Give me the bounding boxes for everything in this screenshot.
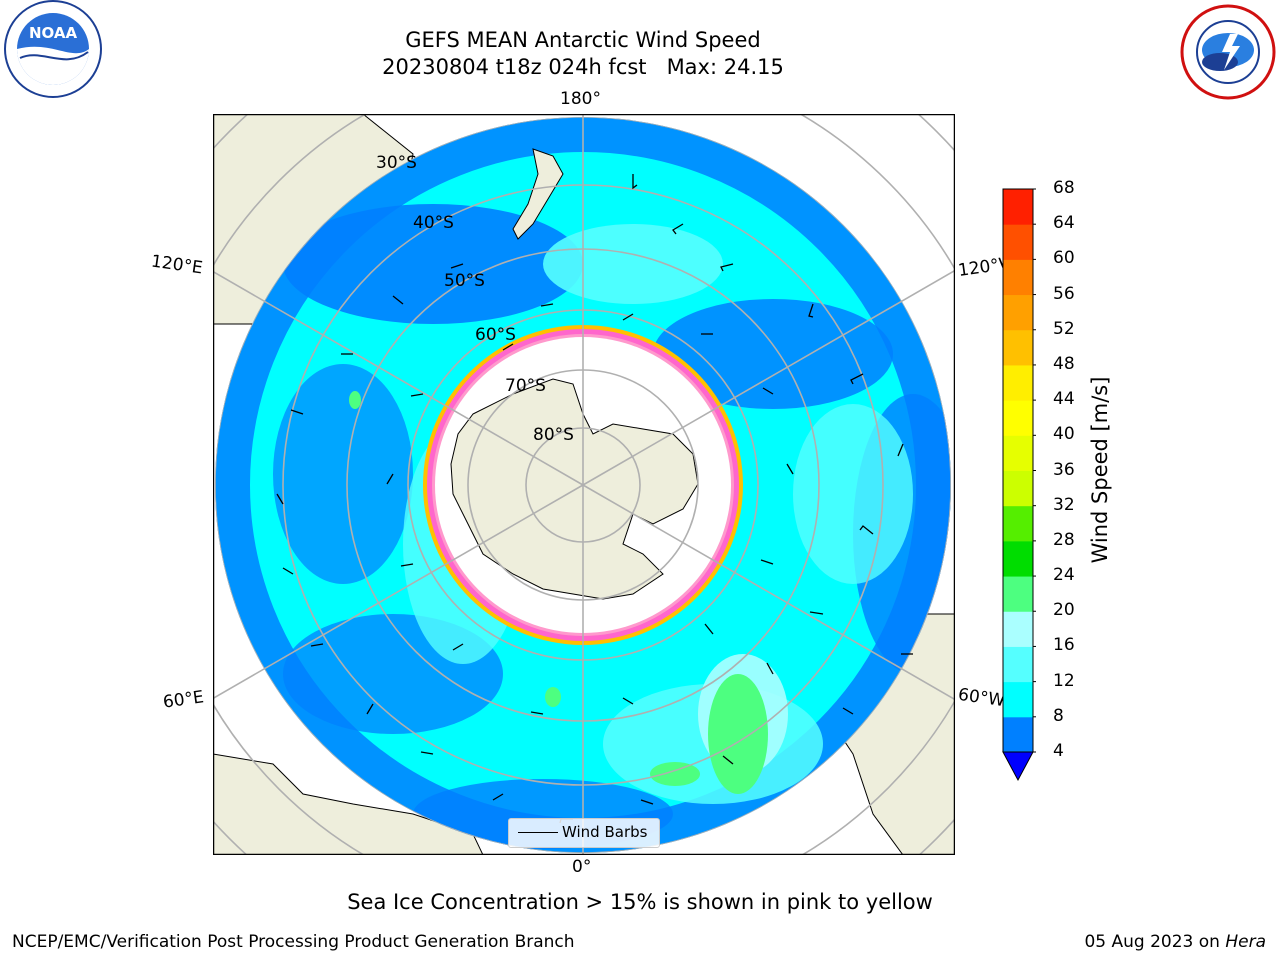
lat-label-60s: 60°S: [475, 325, 516, 345]
colorbar: [1002, 188, 1036, 782]
wind-maximum-area: [708, 674, 768, 794]
colorbar-segment: [1003, 329, 1033, 366]
colorbar-extend-arrow: [1002, 751, 1034, 782]
lon-label-120e: 120°E: [149, 251, 204, 279]
colorbar-tick-label: 16: [1053, 635, 1075, 656]
colorbar-segment: [1003, 224, 1033, 260]
colorbar-tick-label: 48: [1053, 353, 1075, 374]
lat-label-50s: 50°S: [444, 271, 485, 291]
colorbar-tick-label: 28: [1053, 529, 1075, 550]
colorbar-segment: [1003, 189, 1033, 225]
lat-label-30s: 30°S: [376, 153, 417, 173]
colorbar-segment: [1003, 400, 1033, 436]
colorbar-tick-label: 64: [1053, 213, 1075, 234]
lat-label-40s: 40°S: [413, 213, 454, 233]
colorbar-tick-label: 24: [1053, 565, 1075, 586]
chart-title: GEFS MEAN Antarctic Wind Speed: [405, 28, 761, 52]
colorbar-tick-label: 20: [1053, 600, 1075, 621]
colorbar-tick-label: 56: [1053, 283, 1075, 304]
colorbar-tick-label: 12: [1053, 670, 1075, 691]
colorbar-segment: [1003, 294, 1033, 331]
colorbar-tick-label: 52: [1053, 318, 1075, 339]
colorbar-segment: [1003, 611, 1033, 647]
sea-ice-note: Sea Ice Concentration > 15% is shown in …: [347, 890, 933, 914]
colorbar-segment: [1003, 435, 1033, 471]
nws-logo: [1180, 4, 1276, 100]
colorbar-tick-label: 68: [1053, 178, 1075, 198]
colorbar-segment: [1003, 505, 1033, 542]
footer-machine: Hera: [1225, 932, 1266, 952]
antarctic-wind-map: [213, 114, 955, 855]
colorbar-segment: [1003, 259, 1033, 296]
wind-barbs: [276, 174, 913, 824]
noaa-logo-text: NOAA: [29, 24, 78, 42]
footer-credit: NCEP/EMC/Verification Post Processing Pr…: [12, 932, 575, 952]
colorbar-segment: [1003, 646, 1033, 683]
footer-date: 05 Aug 2023 on Hera: [1084, 932, 1266, 952]
colorbar-tick-label: 4: [1053, 741, 1064, 761]
colorbar-tick-label: 44: [1053, 389, 1075, 410]
colorbar-tick-label: 8: [1053, 705, 1064, 726]
colorbar-tick-label: 60: [1053, 248, 1075, 269]
noaa-logo: NOAA: [4, 0, 102, 98]
colorbar-segment: [1003, 470, 1033, 507]
chart-subtitle: 20230804 t18z 024h fcst Max: 24.15: [382, 55, 784, 79]
colorbar-segment: [1003, 364, 1033, 401]
colorbar-tick-label: 40: [1053, 424, 1075, 445]
colorbar-segment: [1003, 681, 1033, 718]
colorbar-segment: [1003, 540, 1033, 577]
colorbar-segment: [1003, 716, 1033, 753]
lon-label-180: 180°: [560, 89, 601, 109]
wind-barb-legend-line: [518, 832, 558, 833]
lon-label-60w: 60°W: [956, 684, 1007, 712]
colorbar-label: Wind Speed [m/s]: [1088, 376, 1112, 564]
colorbar-segment: [1003, 576, 1033, 612]
legend-label: Wind Barbs: [562, 823, 648, 841]
lat-label-80s: 80°S: [533, 425, 574, 445]
lon-label-60e: 60°E: [161, 687, 206, 713]
footer-date-text: 05 Aug 2023 on: [1084, 932, 1226, 952]
map-legend: Wind Barbs: [508, 818, 660, 848]
colorbar-tick-label: 32: [1053, 494, 1075, 515]
africa-land: [213, 753, 484, 855]
lat-label-70s: 70°S: [505, 376, 546, 396]
colorbar-tick-label: 36: [1053, 459, 1075, 480]
lon-label-0: 0°: [572, 857, 592, 877]
